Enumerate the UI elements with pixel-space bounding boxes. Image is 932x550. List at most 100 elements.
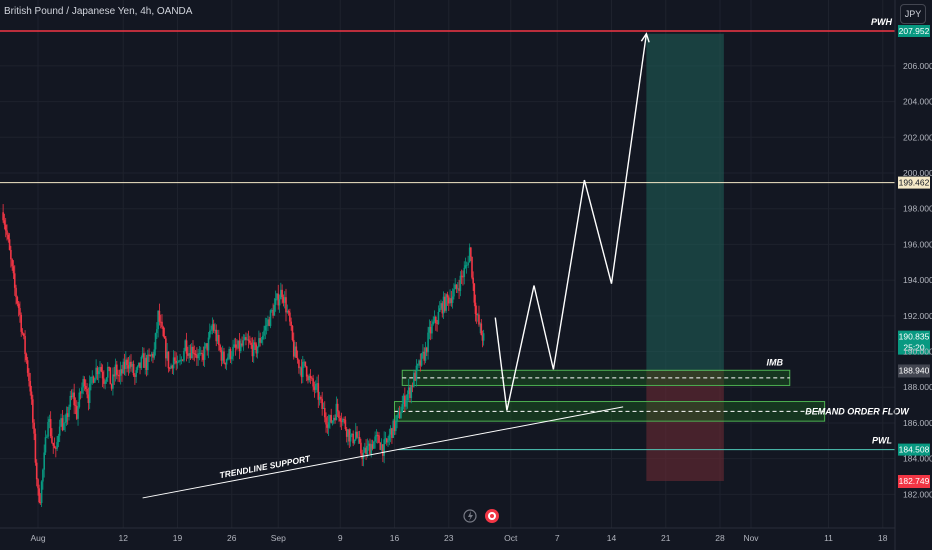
candle-body: [190, 346, 193, 359]
candle-body: [342, 419, 344, 423]
trendline-support[interactable]: [142, 406, 624, 499]
candle-body: [454, 284, 457, 290]
candle-body: [459, 275, 462, 291]
time-tick-label: 28: [715, 533, 725, 543]
candle-body: [321, 398, 323, 410]
price-tick-label: 184.000: [903, 454, 932, 464]
candle-body: [331, 420, 334, 423]
candle-body: [446, 294, 449, 298]
candle-body: [392, 420, 395, 438]
time-tick-label: Nov: [743, 533, 759, 543]
candle-body: [374, 436, 376, 442]
candle-body: [159, 321, 162, 323]
candle-body: [225, 359, 228, 365]
candle-body: [479, 323, 481, 325]
candle-body: [400, 412, 402, 419]
candle-body: [171, 365, 174, 369]
stop-zone[interactable]: [646, 370, 724, 481]
candle-body: [57, 435, 60, 443]
candle-body: [112, 374, 114, 389]
candle-body: [393, 420, 396, 432]
candle-body: [139, 362, 141, 369]
candle-body: [243, 337, 246, 341]
candle-body: [347, 429, 349, 437]
candle-body: [259, 338, 261, 343]
time-tick-label: 12: [119, 533, 129, 543]
candle-body: [354, 431, 357, 440]
price-tick-label: 202.000: [903, 132, 932, 142]
candle-body: [414, 372, 416, 381]
candle-body: [419, 360, 422, 366]
candle-body: [172, 357, 175, 369]
candle-body: [255, 344, 258, 354]
candle-body: [100, 367, 103, 372]
candle-body: [49, 419, 52, 437]
candle-body: [265, 325, 268, 327]
candle-body: [81, 387, 83, 394]
candle-body: [453, 289, 455, 297]
candle-body: [470, 247, 472, 257]
candle-body: [371, 444, 374, 449]
target-zone[interactable]: [646, 33, 724, 371]
candle-body: [404, 395, 406, 407]
candle-body: [332, 417, 335, 421]
zone-label: DEMAND ORDER FLOW: [805, 406, 910, 416]
candle-body: [201, 352, 203, 355]
candle-body: [77, 406, 79, 419]
currency-button[interactable]: JPY: [900, 4, 926, 24]
candle-body: [224, 362, 227, 365]
candle-body: [442, 296, 445, 314]
candle-body: [196, 355, 198, 359]
candle-body: [363, 447, 366, 453]
candle-body: [357, 437, 360, 438]
price-tick-label: 186.000: [903, 418, 932, 428]
candle-body: [210, 329, 212, 331]
candle-body: [8, 239, 11, 250]
candle-body: [406, 394, 409, 401]
candle-body: [410, 386, 413, 399]
candle-body: [305, 366, 308, 377]
candle-body: [68, 406, 70, 417]
candle-body: [322, 407, 325, 410]
candle-body: [206, 343, 209, 351]
level-label-pwl: PWL: [872, 436, 892, 446]
candle-body: [168, 368, 171, 370]
candle-body: [60, 418, 62, 427]
candle-body: [307, 376, 309, 381]
candle-body: [358, 437, 361, 443]
candle-body: [161, 321, 163, 328]
candle-body: [425, 347, 428, 353]
candle-body: [325, 417, 327, 425]
candle-body: [118, 375, 121, 377]
candle-body: [338, 411, 340, 419]
projection-path[interactable]: [494, 33, 648, 411]
candle-body: [317, 383, 320, 400]
candle-body: [113, 374, 116, 377]
candle-body: [478, 314, 480, 325]
time-tick-label: Aug: [30, 533, 45, 543]
candle-body: [239, 343, 242, 352]
time-tick-label: 19: [173, 533, 183, 543]
candle-body: [135, 370, 137, 377]
candle-body: [22, 333, 25, 337]
candle-body: [33, 422, 35, 434]
candle-body: [165, 338, 167, 359]
time-tick-label: 23: [444, 533, 454, 543]
stop-price-text: 182.749: [899, 476, 930, 486]
candle-body: [125, 359, 127, 369]
dividend-event-icon[interactable]: [463, 509, 477, 523]
candle-body: [215, 329, 218, 342]
candle-body: [281, 289, 283, 298]
candle-body: [146, 354, 149, 371]
symbol-title: British Pound / Japanese Yen, 4h, OANDA: [4, 6, 193, 17]
candle-body: [379, 442, 382, 450]
candle-body: [121, 369, 123, 374]
candle-body: [128, 361, 131, 369]
candle-body: [32, 399, 34, 423]
candle-body: [2, 212, 4, 221]
candle-body: [249, 340, 251, 343]
candle-body: [26, 360, 29, 373]
candle-body: [92, 376, 95, 383]
candle-body: [69, 395, 72, 407]
